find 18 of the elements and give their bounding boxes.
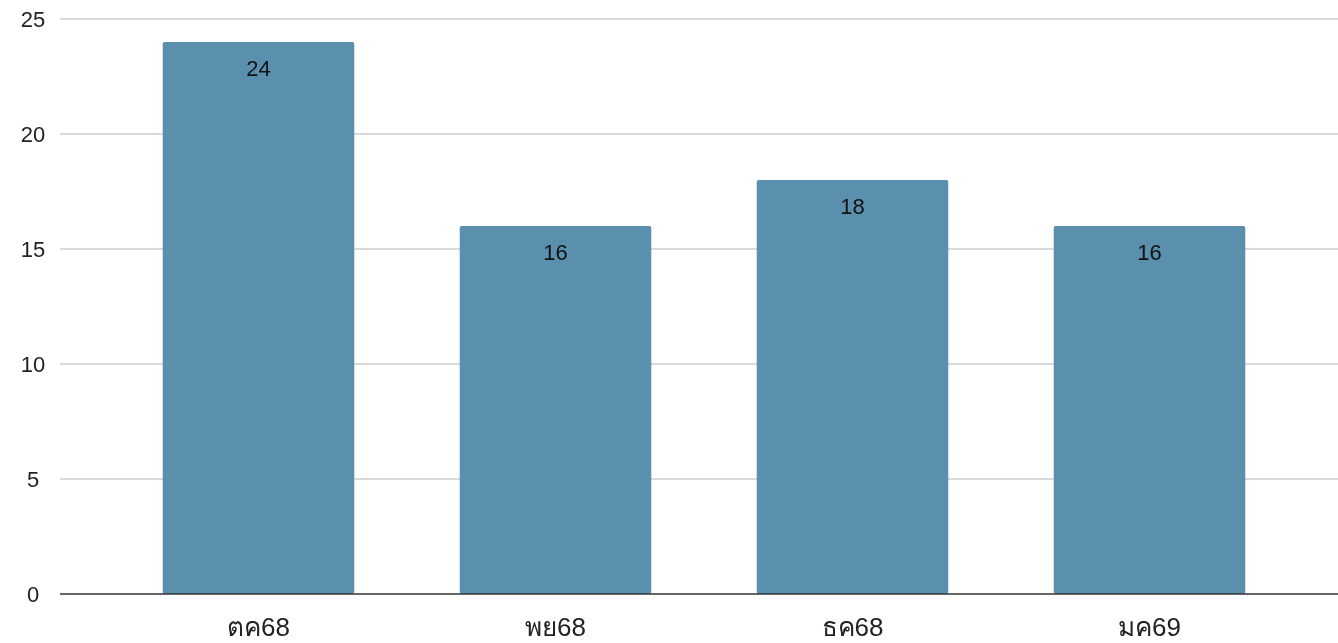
- data-label: 18: [840, 194, 865, 219]
- bar: [756, 180, 949, 594]
- bar: [459, 226, 652, 594]
- x-tick-label: มค69: [1118, 612, 1181, 642]
- y-tick-label: 25: [20, 7, 46, 32]
- y-tick-label: 0: [26, 582, 40, 607]
- y-tick-label: 5: [26, 467, 40, 492]
- data-label: 24: [246, 56, 271, 81]
- bar: [162, 42, 355, 594]
- data-label: 16: [1137, 240, 1162, 265]
- x-tick-label: พย68: [525, 612, 586, 642]
- y-tick-label: 15: [20, 237, 46, 262]
- y-tick-label: 10: [20, 352, 46, 377]
- x-tick-label: ธค68: [821, 612, 884, 642]
- y-tick-label: 20: [20, 122, 46, 147]
- x-tick-label: ตค68: [227, 612, 290, 642]
- bar: [1053, 226, 1246, 594]
- data-label: 16: [543, 240, 568, 265]
